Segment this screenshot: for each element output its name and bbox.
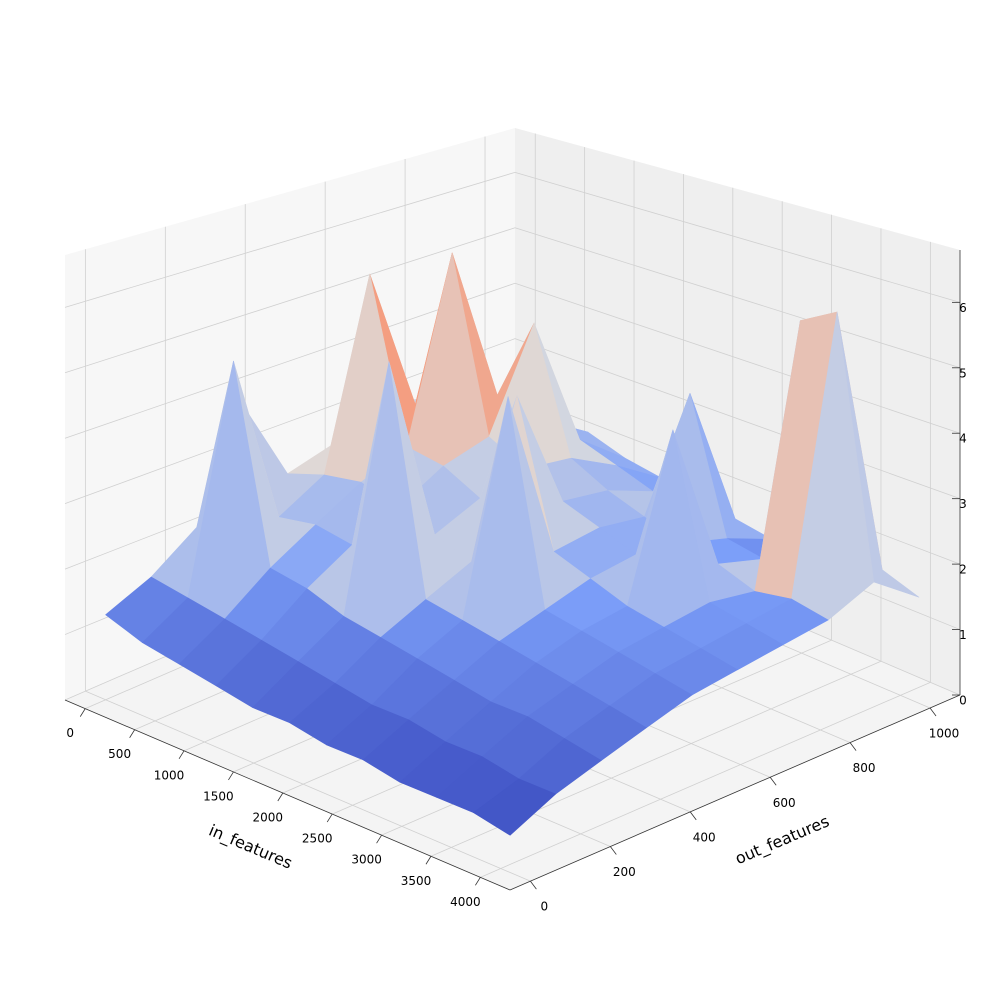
x-tick-label: 2000 (253, 810, 284, 824)
x-tick-label: 3500 (401, 874, 432, 888)
grid-line (85, 690, 531, 882)
y-tick-label: 0 (541, 900, 549, 914)
x-tick-label: 1500 (203, 789, 234, 803)
grid-line (64, 171, 516, 308)
z-tick-label: 1 (959, 628, 967, 642)
x-axis-line (64, 699, 511, 891)
x-tick-label: 4000 (450, 895, 481, 909)
x-tick (178, 750, 185, 760)
x-tick (425, 856, 432, 865)
x-tick (129, 729, 135, 738)
y-axis-line (509, 694, 961, 891)
z-tick-label: 5 (959, 366, 967, 380)
y-tick (689, 811, 697, 821)
x-tick (79, 708, 86, 717)
grid-line (514, 282, 961, 434)
grid-line (64, 227, 516, 374)
y-tick-label: 600 (773, 796, 796, 810)
surface-patch (473, 778, 557, 836)
y-tick-label: 800 (853, 761, 876, 775)
x-tick (475, 877, 481, 886)
surface (105, 252, 920, 836)
y-tick (609, 846, 617, 855)
x-tick (326, 813, 333, 823)
x-tick-label: 3000 (351, 853, 382, 867)
grid-line (514, 227, 961, 369)
x-tick (277, 792, 284, 802)
z-tick-label: 0 (959, 694, 967, 708)
z-tick-label: 4 (959, 432, 967, 446)
z-tick-label: 2 (959, 563, 967, 577)
y-tick-label: 1000 (929, 726, 960, 740)
x-tick-label: 2500 (302, 832, 333, 846)
grid-line (514, 171, 961, 303)
y-tick-label: 200 (613, 865, 636, 879)
z-tick-label: 6 (959, 301, 967, 315)
x-tick-label: 500 (108, 747, 131, 761)
y-tick (530, 880, 537, 890)
z-tick-label: 3 (959, 497, 967, 511)
x-tick-label: 1000 (154, 768, 185, 782)
x-tick (228, 771, 234, 781)
x-tick (376, 834, 382, 844)
x-axis-label: in_features (206, 821, 295, 874)
grid-line (514, 338, 961, 500)
y-tick (769, 777, 777, 786)
y-tick (849, 742, 857, 751)
grid-line (480, 681, 931, 878)
y-axis-label: out_features (732, 811, 832, 869)
x-tick-label: 0 (66, 726, 74, 740)
y-tick-label: 400 (693, 830, 716, 844)
y-tick (929, 707, 937, 717)
grid-line (514, 393, 961, 565)
